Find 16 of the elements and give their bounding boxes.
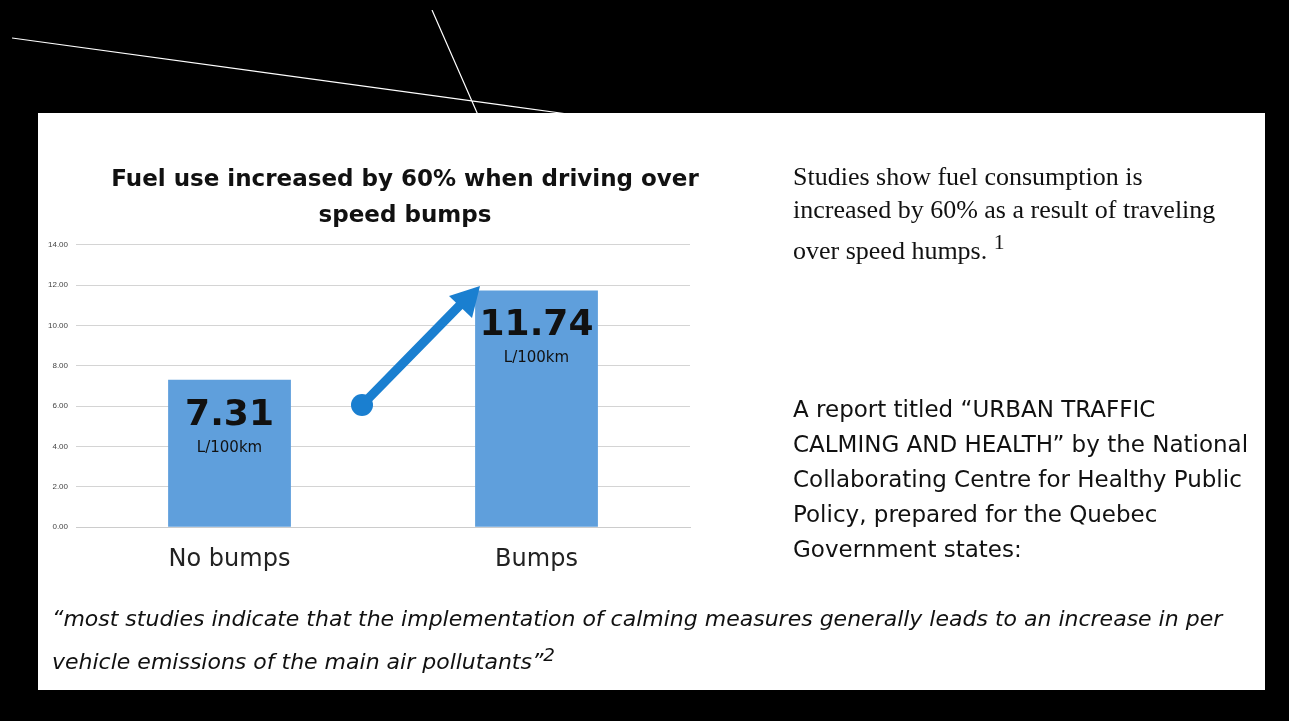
data-label: 11.74 L/100km — [479, 302, 594, 367]
text: “most studies indicate that the implementation of calming measures generally leads to an increase in per vehicle emissions of the main air pollutants”$^{2}$ — [52, 605, 1225, 677]
text: Studies show fuel consumption is increased by 60% as a result of traveling over speed humps. $^{1}$ — [793, 161, 1217, 267]
y-tick-label: 10.00 — [47, 320, 69, 330]
y-tick-label: 0.00 — [52, 522, 69, 532]
text: A report titled “URBAN TRAFFIC CALMING AND HEALTH” by the National Collaborating Centre for Healthy Public Policy, prepared for the Quebec Government states: — [793, 395, 1250, 564]
y-tick-label: 14.00 — [47, 240, 69, 249]
y-tick-label: 8.00 — [52, 361, 69, 371]
y-tick-label: 6.00 — [52, 401, 69, 411]
chart-title: Fuel use increased by 60% when driving over speed bumps — [110, 164, 700, 229]
data-label: 7.31 L/100km — [185, 391, 274, 456]
x-tick-label: Bumps — [495, 543, 578, 572]
y-tick-label: 2.00 — [52, 482, 69, 492]
x-tick-label: No bumps — [168, 543, 291, 572]
y-tick-label: 12.00 — [47, 280, 69, 290]
y-tick-label: 4.00 — [52, 441, 69, 451]
